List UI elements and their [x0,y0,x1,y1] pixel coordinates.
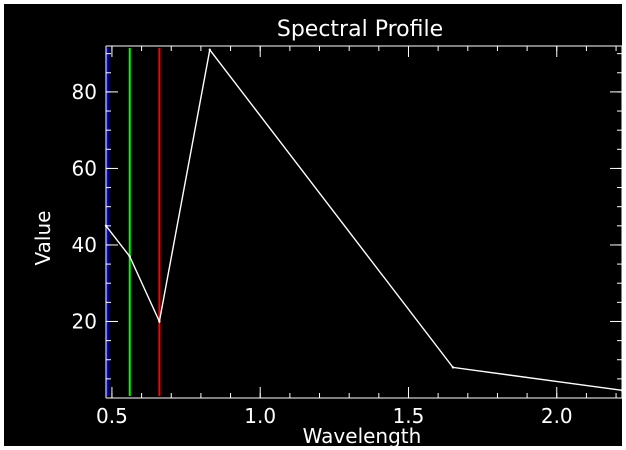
vertical-marker-group [106,48,161,396]
y-tick-label: 20 [72,309,97,333]
y-tick-label: 80 [72,80,97,104]
series-point-1-3 [158,320,161,323]
y-tick-label: 60 [72,156,97,180]
series-point-1-4 [208,48,211,52]
y-axis-label: Value [31,211,55,266]
y-tick-label: 40 [72,233,97,257]
x-tick-label: 1.5 [393,404,425,428]
x-axis-label: Wavelength [303,424,422,448]
tick-group: 0.5 1.0 1.5 2.0 20 40 60 80 [72,46,622,428]
x-tick-label: 0.5 [96,404,128,428]
series-point-1-5 [451,366,455,369]
x-tick-label: 2.0 [541,404,573,428]
x-tick-label: 1.0 [244,404,276,428]
series-point-1-6 [620,389,624,392]
chart-title: Spectral Profile [277,17,443,42]
series-group [104,48,624,392]
series-point-1-2 [128,255,131,258]
axes-frame-group [105,45,623,399]
series-line-1 [105,48,623,392]
